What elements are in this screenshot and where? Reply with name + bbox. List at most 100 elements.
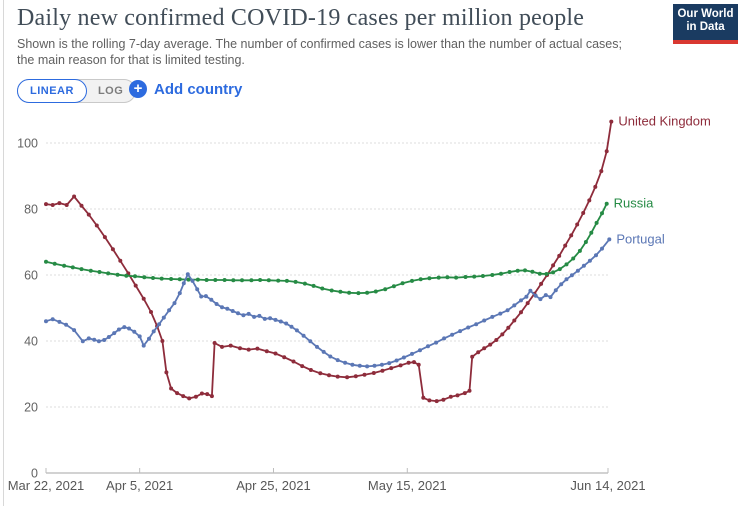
x-tick-label: Apr 25, 2021 (236, 478, 310, 493)
data-point (604, 149, 609, 154)
add-country-label: Add country (154, 80, 243, 98)
data-point (88, 268, 93, 273)
data-point (594, 220, 599, 225)
data-point (177, 291, 182, 296)
data-point (124, 273, 129, 278)
data-point (302, 281, 307, 286)
data-point (70, 265, 75, 270)
data-point (252, 314, 257, 319)
data-point (379, 362, 384, 367)
data-point (557, 267, 562, 272)
data-point (519, 298, 523, 303)
data-point (490, 314, 495, 319)
data-point (583, 240, 588, 244)
data-point (199, 294, 204, 299)
data-point (212, 341, 217, 345)
data-point (347, 290, 352, 295)
data-point (86, 212, 91, 217)
data-point (350, 362, 355, 367)
data-point (195, 277, 200, 282)
data-point (441, 397, 446, 402)
data-point (463, 275, 468, 279)
data-point (528, 288, 533, 293)
data-point (448, 394, 453, 399)
add-country-button[interactable]: + Add country (129, 80, 242, 98)
data-point (482, 346, 487, 351)
series-line-united-kingdom (45, 121, 613, 402)
data-point (204, 278, 209, 282)
data-point (442, 336, 447, 341)
data-point (169, 277, 174, 281)
data-point (356, 291, 361, 296)
data-point (64, 322, 69, 327)
data-point (141, 343, 146, 348)
data-point (607, 237, 612, 242)
page-left-border (3, 0, 4, 506)
data-point (151, 276, 155, 280)
data-point (587, 258, 592, 263)
chart-subtitle: Shown is the rolling 7-day average. The … (17, 37, 622, 68)
data-point (575, 268, 580, 273)
data-point (132, 329, 137, 334)
data-point (401, 355, 406, 360)
data-point (515, 268, 520, 273)
data-point (462, 391, 467, 396)
data-point (262, 316, 267, 321)
chart-subtitle-line1: Shown is the rolling 7-day average. The … (17, 37, 622, 51)
data-point (380, 368, 385, 373)
data-point (470, 354, 475, 359)
data-point (365, 290, 370, 295)
data-point (563, 243, 568, 248)
data-point (494, 338, 499, 342)
data-point (321, 349, 326, 354)
data-point (57, 319, 62, 324)
data-point (213, 278, 218, 282)
data-point (175, 391, 180, 396)
data-point (530, 269, 535, 274)
log-button[interactable]: LOG (97, 85, 124, 97)
data-point (426, 344, 430, 349)
data-point (400, 281, 405, 286)
y-tick-label-80: 80 (24, 203, 38, 217)
data-point (110, 247, 115, 252)
data-point (268, 316, 273, 321)
data-point (157, 322, 162, 327)
data-point (231, 278, 236, 283)
data-point (490, 273, 495, 277)
data-point (72, 194, 77, 199)
data-point (480, 274, 485, 278)
data-point (294, 328, 299, 333)
owid-logo[interactable]: Our World in Data (673, 4, 738, 44)
data-point (102, 235, 107, 240)
data-point (600, 211, 604, 216)
data-point (187, 396, 192, 401)
data-point (97, 270, 102, 274)
x-tick-label: May 15, 2021 (368, 478, 447, 493)
x-tick-label: Mar 22, 2021 (8, 478, 85, 493)
data-point (301, 333, 306, 338)
data-point (291, 359, 296, 364)
data-point (293, 279, 298, 284)
data-point (553, 288, 558, 293)
data-point (62, 263, 67, 268)
data-point (236, 311, 240, 316)
data-point (94, 223, 99, 228)
data-point (512, 318, 517, 323)
data-point (383, 287, 388, 292)
data-point (387, 361, 392, 366)
data-point (102, 338, 107, 342)
data-point (186, 277, 191, 282)
data-point (266, 278, 271, 283)
data-point (214, 302, 219, 306)
linear-button[interactable]: LINEAR (17, 79, 87, 103)
data-point (537, 271, 542, 276)
data-point (240, 278, 244, 283)
data-point (112, 331, 117, 336)
data-point (115, 272, 120, 277)
x-tick-label: Apr 5, 2021 (106, 478, 173, 493)
data-point (450, 332, 455, 337)
data-point (195, 287, 200, 292)
data-point (569, 233, 574, 238)
